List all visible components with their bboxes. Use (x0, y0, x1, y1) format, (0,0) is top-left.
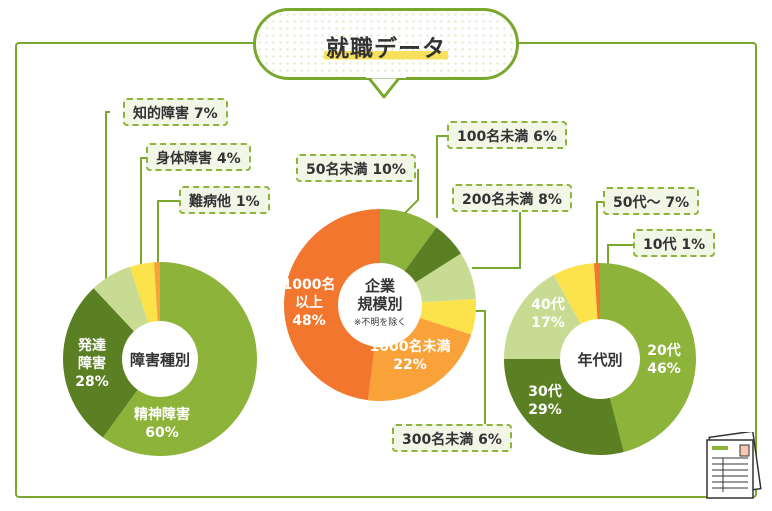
pie-hole-1 (338, 263, 422, 347)
slice-label-1-5: 1000名以上 48% (283, 276, 336, 329)
center-title-line-2: 規模別 (357, 295, 402, 313)
slice-label-2-1: 30代 29% (528, 383, 562, 418)
leader-line-0 (105, 111, 110, 320)
pie-hole-0 (122, 321, 198, 397)
pie-center-title-0: 障害種別 (130, 351, 190, 369)
slice-label-2-2: 40代 17% (531, 296, 565, 331)
bubble-tail (366, 77, 406, 99)
callout-under-100: 100名未満 6% (447, 121, 567, 149)
pie-center-title-2: 年代別 (577, 351, 622, 369)
center-title: 障害種別 (130, 351, 190, 369)
center-title-line-1: 企業 (364, 277, 396, 295)
callout-50s: 50代～ 7% (603, 187, 700, 215)
leader-line-5 (472, 200, 521, 269)
document-icon (706, 432, 762, 499)
leader-line-3 (403, 169, 419, 215)
center-note: ※不明を除く (354, 316, 407, 328)
pie-chart-2: 年代別 20代 46% 30代 29% 40代 17% (504, 263, 696, 455)
center-title: 年代別 (577, 351, 622, 369)
callout-intellectual: 知的障害 7% (123, 98, 228, 126)
slice-label-0-1: 発達障害 28% (75, 337, 109, 390)
slice-label-0-0: 精神障害 60% (134, 406, 190, 441)
callout-10s: 10代 1% (633, 229, 716, 257)
page-title: 就職データ (324, 36, 448, 62)
callout-under-50: 50名未満 10% (296, 154, 416, 182)
slice-label-1-4: 1000名未満 22% (370, 338, 451, 373)
leader-line-4 (436, 135, 449, 218)
callout-under-200: 200名未満 8% (452, 184, 572, 212)
callout-physical: 身体障害 4% (146, 143, 251, 171)
pie-hole-2 (560, 319, 640, 399)
leader-line-6 (473, 310, 486, 440)
pie-slice-1-5 (284, 209, 380, 401)
callout-intractable: 難病他 1% (179, 186, 270, 214)
callout-under-300: 300名未満 6% (392, 424, 512, 452)
slice-label-2-0: 20代 46% (647, 342, 681, 377)
leader-line-7 (596, 201, 603, 275)
pie-slice-2-0 (600, 263, 696, 452)
pie-slice-0-1 (62, 288, 160, 438)
